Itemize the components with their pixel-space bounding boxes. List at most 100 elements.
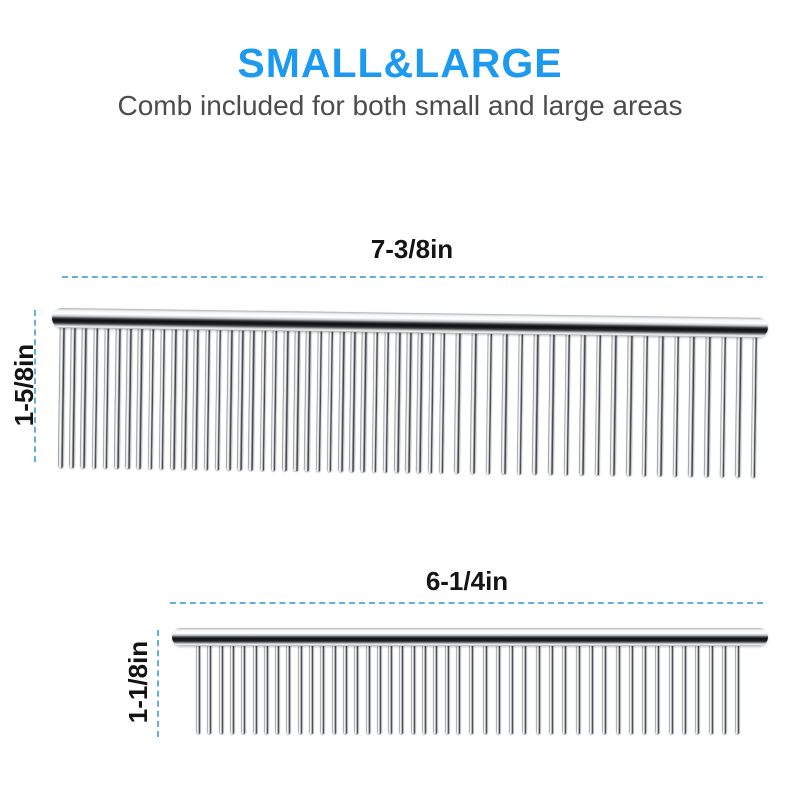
comb-tooth-fine <box>237 324 245 471</box>
comb-tooth-fine <box>196 642 201 734</box>
comb-tooth-fine <box>393 326 402 473</box>
width-dimension-label-large: 7-3/8in <box>370 234 454 264</box>
comb-tooth-coarse <box>642 642 648 734</box>
comb-tooth-coarse <box>657 330 665 477</box>
comb-tooth-fine <box>147 323 156 470</box>
comb-tooth-coarse <box>602 642 608 734</box>
comb-tooth-fine <box>304 325 312 472</box>
comb-tooth-fine <box>293 325 301 472</box>
comb-tooth-fine <box>410 642 416 734</box>
comb-tooth-coarse <box>549 642 554 734</box>
comb-tooth-coarse <box>721 642 727 734</box>
comb-tooth-fine <box>422 642 427 734</box>
comb-tooth-coarse <box>454 327 462 474</box>
comb-tooth-coarse <box>594 329 603 476</box>
comb-tooth-fine <box>80 322 88 469</box>
comb-tooth-fine <box>331 642 337 734</box>
comb-tooth-fine <box>203 324 212 471</box>
comb-tooth-fine <box>388 642 394 734</box>
comb-tooth-coarse <box>438 327 447 474</box>
comb-tooth-coarse <box>682 642 687 734</box>
comb-tooth-coarse <box>615 642 621 734</box>
comb-tooth-coarse <box>579 329 587 476</box>
comb-tooth-fine <box>405 326 413 473</box>
width-dimension-label-small: 6-1/4in <box>425 566 509 596</box>
comb-tooth-fine <box>444 642 450 734</box>
comb-tooth-fine <box>416 326 424 474</box>
comb-tooth-coarse <box>562 642 568 734</box>
comb-tooth-fine <box>427 327 436 474</box>
comb-tooth-coarse <box>522 642 528 734</box>
comb-large <box>50 307 769 488</box>
comb-tooth-fine <box>286 642 292 734</box>
comb-tooth-coarse <box>469 327 478 474</box>
comb-tooth-fine <box>158 323 167 470</box>
comb-tooth-coarse <box>750 331 759 478</box>
height-dimension-line-large <box>34 310 36 462</box>
comb-tooth-coarse <box>495 642 501 734</box>
comb-tooth-coarse <box>469 642 475 734</box>
comb-tooth-fine <box>57 321 66 469</box>
comb-tooth-fine <box>342 642 348 734</box>
width-dimension-line-large <box>62 276 763 278</box>
comb-tooth-coarse <box>668 642 674 734</box>
page-title: SMALL&LARGE <box>237 40 563 86</box>
comb-tooth-coarse <box>719 331 727 478</box>
comb-tooth-coarse <box>563 329 571 476</box>
comb-tooth-coarse <box>703 330 712 478</box>
comb-tooth-fine <box>169 323 178 470</box>
comb-tooth-fine <box>297 642 303 734</box>
comb-tooth-coarse <box>588 642 594 734</box>
comb-tooth-fine <box>91 322 100 469</box>
comb-tooth-fine <box>136 323 144 470</box>
comb-tooth-fine <box>259 324 268 471</box>
comb-tooth-coarse <box>735 642 741 734</box>
comb-tooth-fine <box>281 325 290 472</box>
comb-tooth-fine <box>69 322 77 469</box>
comb-tooth-coarse <box>625 329 634 476</box>
comb-tooth-coarse <box>610 329 618 476</box>
comb-tooth-fine <box>218 642 224 734</box>
comb-small-spine <box>172 628 768 646</box>
comb-tooth-fine <box>433 642 439 734</box>
comb-tooth-fine <box>125 322 133 469</box>
comb-tooth-coarse <box>575 642 581 734</box>
comb-tooth-fine <box>192 323 200 470</box>
comb-tooth-fine <box>360 326 368 473</box>
comb-tooth-coarse <box>641 330 649 477</box>
comb-tooth-fine <box>225 324 234 471</box>
comb-tooth-fine <box>376 642 382 734</box>
comb-tooth-fine <box>326 325 335 472</box>
comb-tooth-fine <box>263 642 269 734</box>
comb-tooth-coarse <box>655 642 661 734</box>
comb-tooth-coarse <box>485 327 493 475</box>
comb-tooth-coarse <box>516 328 525 475</box>
comb-tooth-fine <box>349 326 357 473</box>
comb-tooth-coarse <box>672 330 681 477</box>
comb-tooth-fine <box>371 326 380 473</box>
comb-tooth-fine <box>181 323 189 470</box>
comb-tooth-fine <box>102 322 111 469</box>
comb-tooth-fine <box>207 642 213 734</box>
comb-tooth-fine <box>315 325 324 472</box>
comb-tooth-fine <box>270 324 279 472</box>
comb-tooth-coarse <box>501 328 509 475</box>
comb-tooth-fine <box>320 642 326 734</box>
comb-small <box>172 628 768 740</box>
comb-tooth-coarse <box>455 642 461 734</box>
comb-tooth-fine <box>252 642 258 734</box>
comb-tooth-fine <box>214 324 223 471</box>
comb-tooth-coarse <box>735 331 743 478</box>
comb-tooth-fine <box>241 642 247 734</box>
page-subtitle: Comb included for both small and large a… <box>117 90 683 121</box>
comb-tooth-coarse <box>695 642 701 734</box>
comb-tooth-fine <box>354 642 360 734</box>
comb-tooth-fine <box>382 326 391 473</box>
comb-tooth-coarse <box>547 328 556 475</box>
comb-tooth-fine <box>337 325 346 472</box>
comb-tooth-coarse <box>535 642 541 734</box>
comb-tooth-fine <box>399 642 405 734</box>
width-dimension-line-small <box>170 602 763 604</box>
comb-tooth-coarse <box>482 642 488 734</box>
